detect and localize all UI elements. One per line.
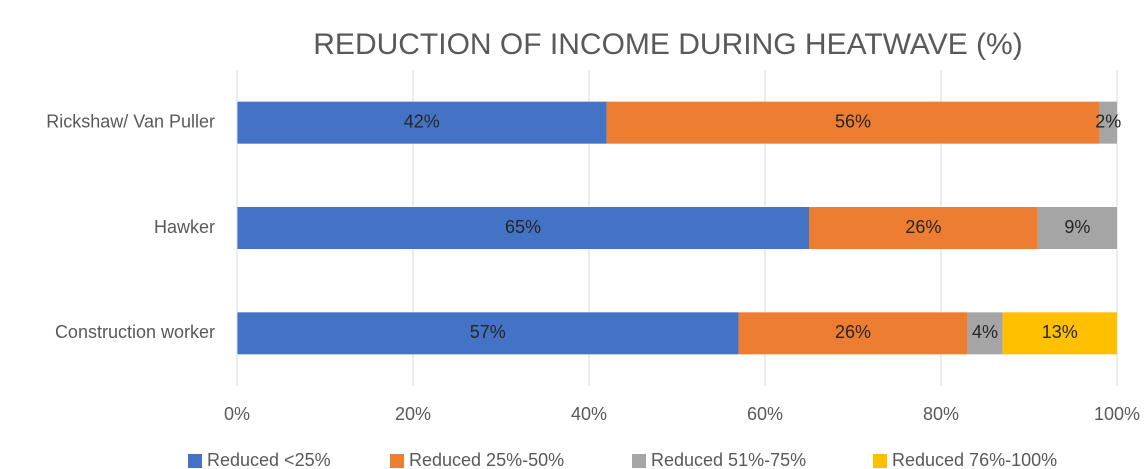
bar-segment — [237, 207, 809, 249]
data-label: 4% — [972, 322, 998, 342]
bar-segment — [738, 312, 968, 355]
data-label: 9% — [1064, 217, 1090, 237]
bar-segment — [1002, 312, 1117, 355]
legend-swatch — [188, 454, 202, 468]
legend-swatch — [632, 454, 646, 468]
x-tick-label: 40% — [571, 404, 607, 424]
data-label: 26% — [835, 322, 871, 342]
bar-segment — [237, 101, 607, 144]
data-label: 65% — [505, 217, 541, 237]
x-tick-label: 100% — [1094, 404, 1140, 424]
data-label: 56% — [835, 111, 871, 131]
data-label: 13% — [1042, 322, 1078, 342]
data-label: 42% — [404, 111, 440, 131]
data-label: 57% — [470, 322, 506, 342]
x-tick-label: 60% — [747, 404, 783, 424]
legend-swatch — [390, 454, 404, 468]
data-label: 2% — [1095, 111, 1121, 131]
y-tick-label: Hawker — [154, 217, 215, 237]
legend-label: Reduced 51%-75% — [651, 450, 806, 469]
legend-label: Reduced 76%-100% — [892, 450, 1057, 469]
x-tick-label: 20% — [395, 404, 431, 424]
x-tick-label: 0% — [224, 404, 250, 424]
bar-segment — [1099, 101, 1117, 144]
bar-segment — [809, 207, 1038, 249]
legend-label: Reduced <25% — [207, 450, 331, 469]
bar-segment — [967, 312, 1003, 355]
bar-segment — [237, 312, 739, 355]
bar-segment — [606, 101, 1100, 144]
data-label: 26% — [905, 217, 941, 237]
bar-segment — [1037, 207, 1117, 249]
y-tick-label: Construction worker — [55, 322, 215, 342]
y-tick-label: Rickshaw/ Van Puller — [46, 111, 215, 131]
legend-swatch — [873, 454, 887, 468]
chart-title: REDUCTION OF INCOME DURING HEATWAVE (%) — [313, 28, 1022, 61]
x-tick-label: 80% — [923, 404, 959, 424]
legend-label: Reduced 25%-50% — [409, 450, 564, 469]
